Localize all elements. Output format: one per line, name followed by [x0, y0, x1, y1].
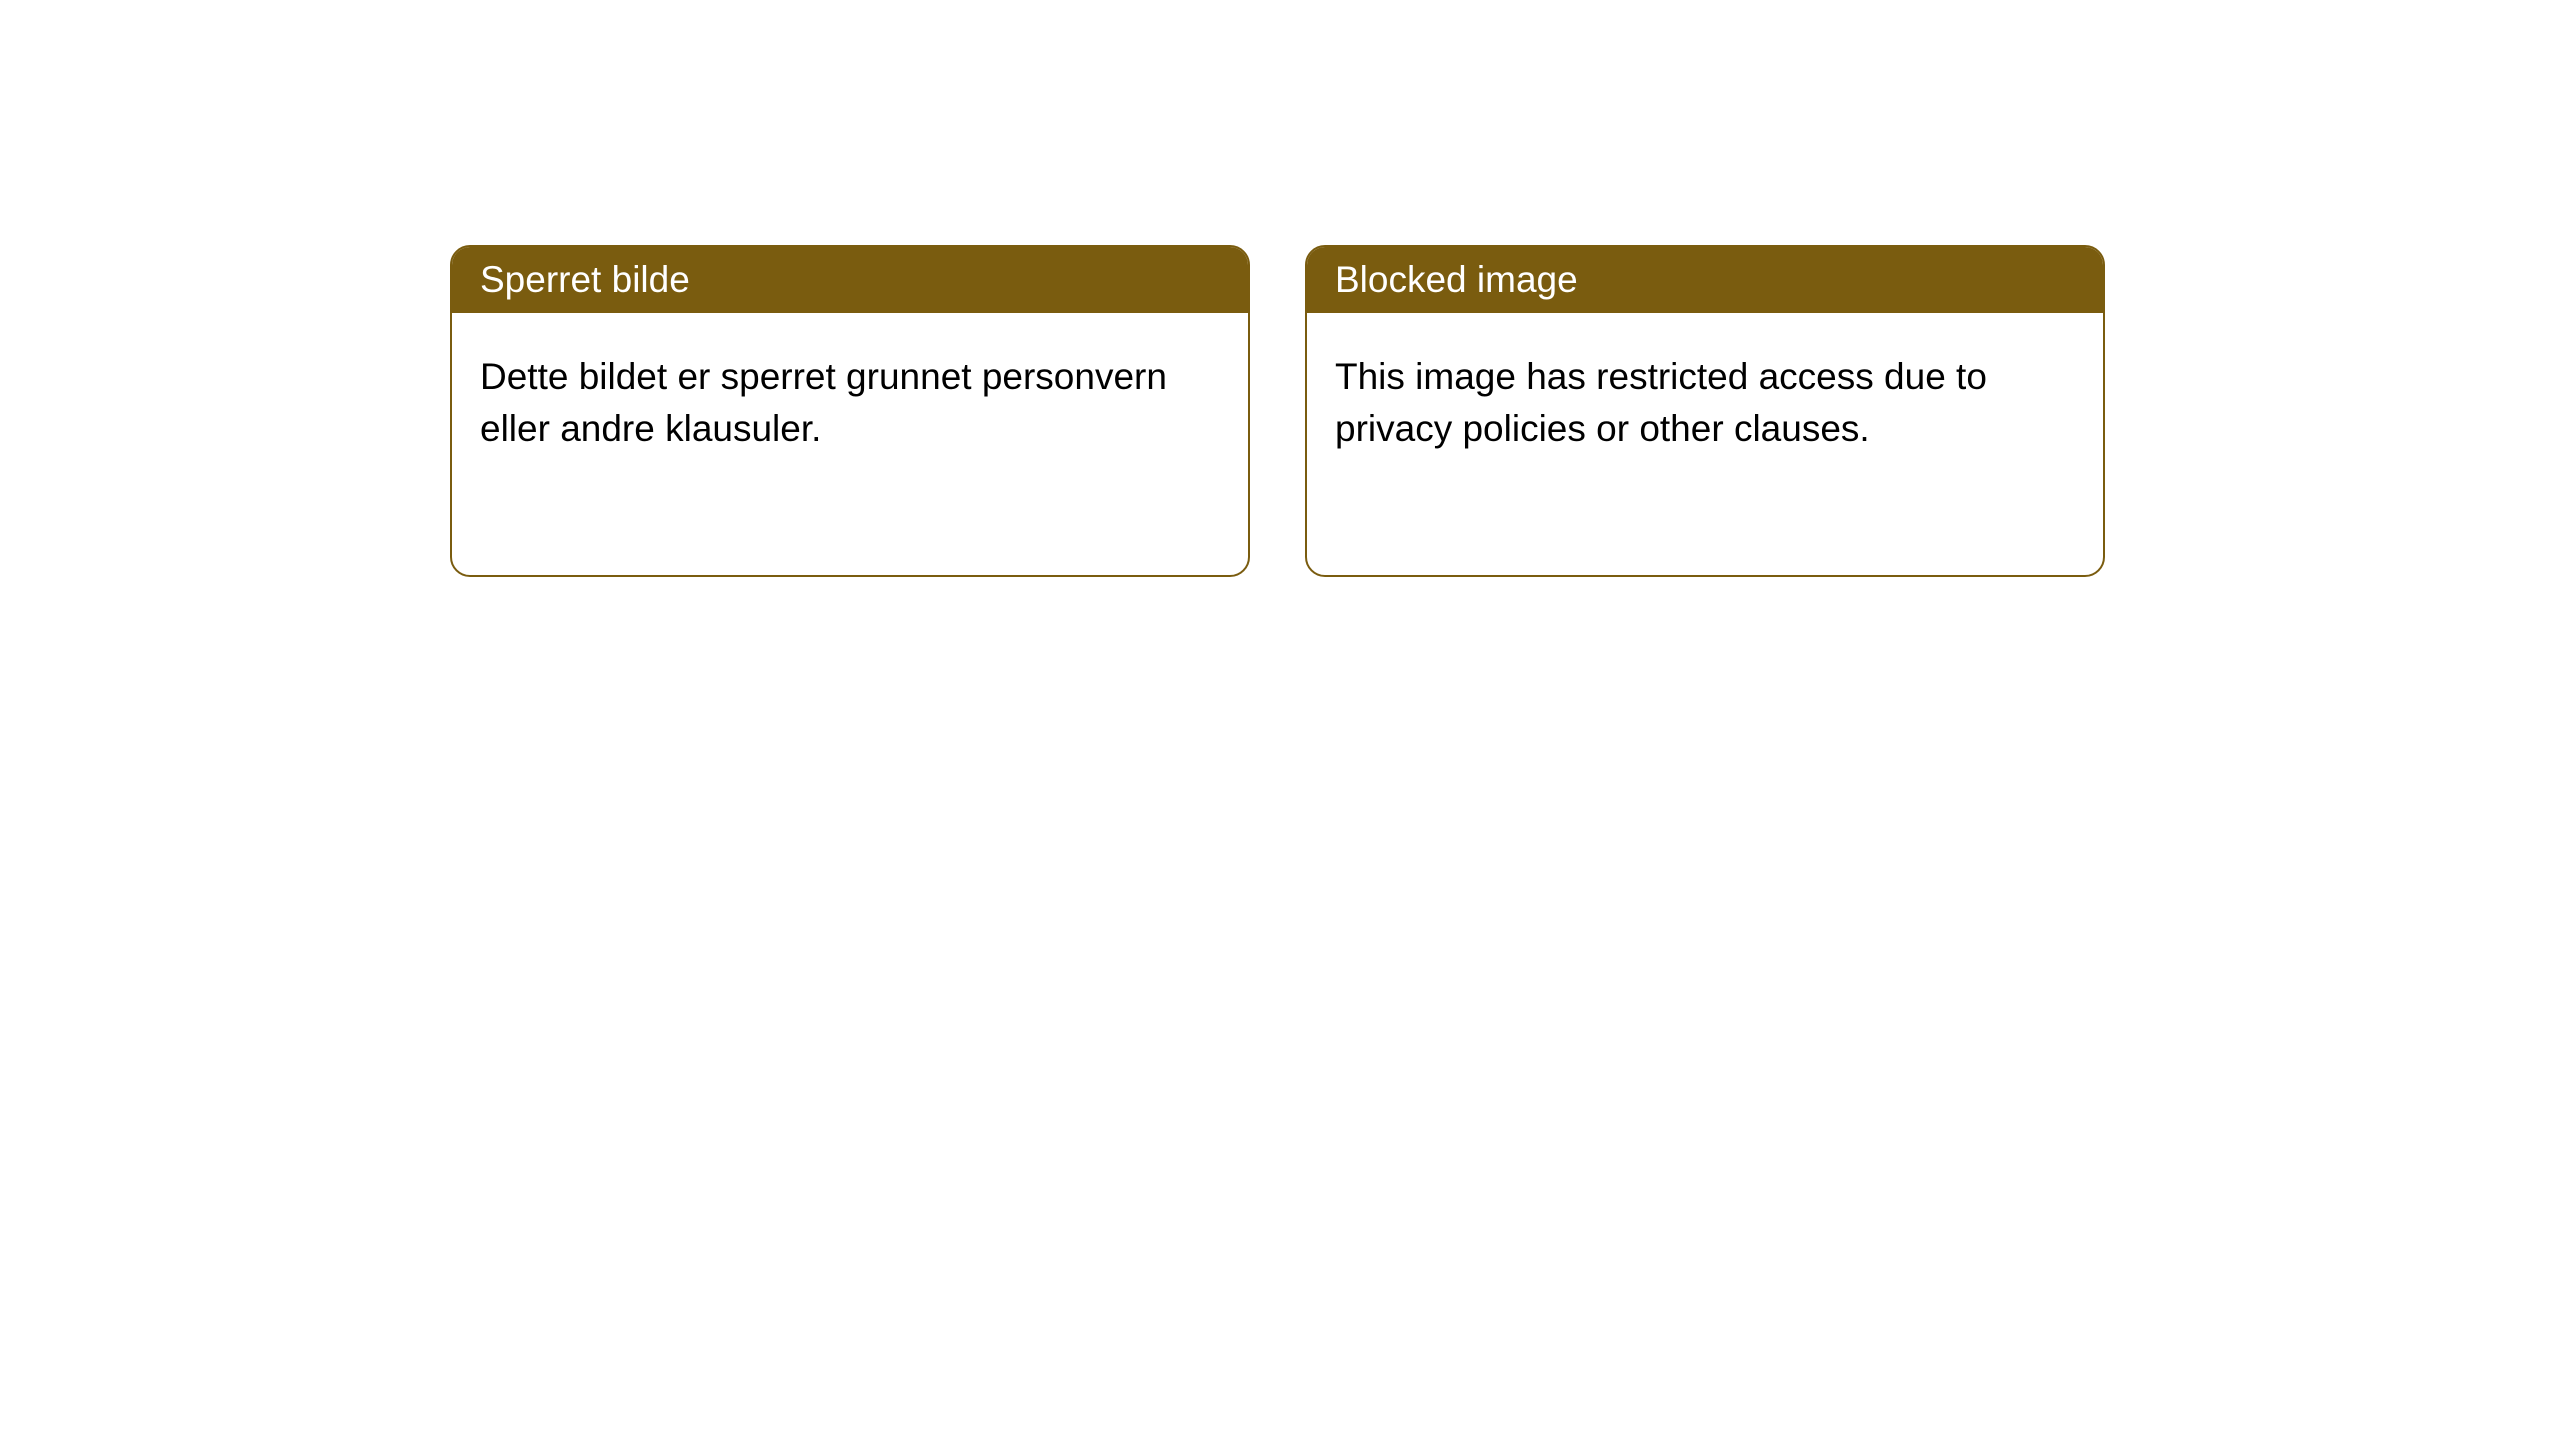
card-body: Dette bildet er sperret grunnet personve… — [452, 313, 1248, 493]
blocked-image-card-no: Sperret bilde Dette bildet er sperret gr… — [450, 245, 1250, 577]
card-body: This image has restricted access due to … — [1307, 313, 2103, 493]
cards-container: Sperret bilde Dette bildet er sperret gr… — [0, 0, 2560, 577]
card-header: Sperret bilde — [452, 247, 1248, 313]
blocked-image-card-en: Blocked image This image has restricted … — [1305, 245, 2105, 577]
card-header: Blocked image — [1307, 247, 2103, 313]
